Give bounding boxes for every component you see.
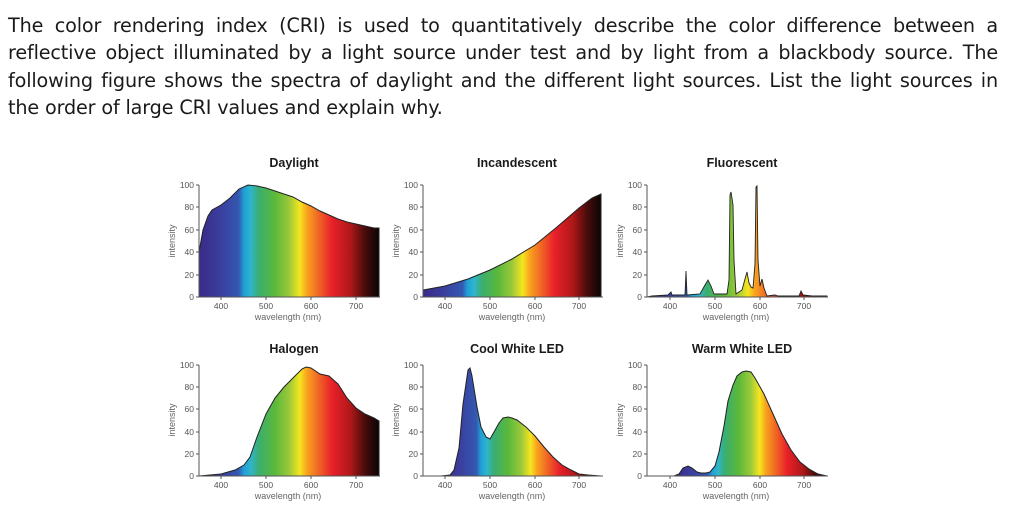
x-tick: 400 bbox=[214, 301, 228, 311]
x-tick: 500 bbox=[483, 301, 497, 311]
y-tick: 60 bbox=[633, 225, 643, 235]
spectrum-area bbox=[673, 370, 828, 477]
chart-incandescent: Incandescent 100 80 60 40 20 0 400 500 6… bbox=[391, 156, 603, 322]
y-tick: 60 bbox=[185, 404, 195, 414]
x-tick: 600 bbox=[304, 301, 318, 311]
x-tick: 500 bbox=[259, 480, 273, 490]
y-tick: 80 bbox=[409, 382, 419, 392]
question-text: The color rendering index (CRI) is used … bbox=[8, 14, 998, 120]
spectrum-area bbox=[440, 367, 602, 477]
spectrum-area bbox=[198, 366, 380, 477]
x-tick: 700 bbox=[349, 301, 363, 311]
x-tick: 600 bbox=[304, 480, 318, 490]
x-tick: 400 bbox=[663, 301, 677, 311]
y-axis-label: intensity bbox=[167, 224, 177, 258]
y-tick: 100 bbox=[628, 180, 642, 190]
x-tick: 500 bbox=[259, 301, 273, 311]
chart-halogen: Halogen 100 80 60 40 20 0 400 500 600 70… bbox=[167, 342, 380, 501]
y-tick: 80 bbox=[185, 382, 195, 392]
x-tick: 700 bbox=[797, 480, 811, 490]
y-tick: 80 bbox=[633, 382, 643, 392]
y-tick: 20 bbox=[185, 270, 195, 280]
y-tick: 20 bbox=[185, 449, 195, 459]
y-axis-label: intensity bbox=[391, 224, 401, 258]
chart-daylight: Daylight 100 80 60 40 20 0 400 500 600 7… bbox=[167, 156, 380, 322]
spectrum-area bbox=[646, 184, 828, 298]
x-tick: 700 bbox=[797, 301, 811, 311]
y-tick: 80 bbox=[185, 202, 195, 212]
x-tick: 700 bbox=[572, 301, 586, 311]
x-tick: 500 bbox=[708, 301, 722, 311]
chart-title: Fluorescent bbox=[707, 156, 779, 170]
y-tick: 40 bbox=[185, 427, 195, 437]
x-tick: 400 bbox=[663, 480, 677, 490]
y-tick: 40 bbox=[633, 247, 643, 257]
y-axis-label: intensity bbox=[167, 403, 177, 437]
spectrum-area bbox=[422, 193, 602, 298]
x-tick: 600 bbox=[528, 480, 542, 490]
x-tick: 600 bbox=[753, 301, 767, 311]
x-tick: 400 bbox=[438, 301, 452, 311]
y-tick: 40 bbox=[185, 247, 195, 257]
y-tick: 0 bbox=[413, 471, 418, 481]
chart-title: Halogen bbox=[269, 342, 318, 356]
x-tick: 600 bbox=[753, 480, 767, 490]
y-tick: 60 bbox=[409, 404, 419, 414]
y-tick: 20 bbox=[409, 449, 419, 459]
x-tick: 700 bbox=[572, 480, 586, 490]
x-axis-label: wavelength (nm) bbox=[254, 312, 322, 322]
y-tick: 80 bbox=[409, 202, 419, 212]
y-tick: 100 bbox=[404, 360, 418, 370]
chart-warm-white-led: Warm White LED 100 80 60 40 20 0 400 500… bbox=[615, 342, 828, 501]
x-axis-label: wavelength (nm) bbox=[702, 491, 770, 501]
y-tick: 60 bbox=[633, 404, 643, 414]
x-tick: 500 bbox=[708, 480, 722, 490]
x-tick: 400 bbox=[214, 480, 228, 490]
chart-title: Cool White LED bbox=[470, 342, 564, 356]
y-tick: 0 bbox=[413, 292, 418, 302]
x-axis-label: wavelength (nm) bbox=[702, 312, 770, 322]
y-tick: 0 bbox=[637, 292, 642, 302]
y-tick: 40 bbox=[409, 427, 419, 437]
y-tick: 20 bbox=[633, 270, 643, 280]
y-tick: 100 bbox=[180, 360, 194, 370]
y-tick: 20 bbox=[409, 270, 419, 280]
x-axis-label: wavelength (nm) bbox=[254, 491, 322, 501]
y-tick: 0 bbox=[189, 292, 194, 302]
x-tick: 400 bbox=[438, 480, 452, 490]
y-axis-label: intensity bbox=[615, 224, 625, 258]
x-tick: 600 bbox=[528, 301, 542, 311]
y-tick: 100 bbox=[628, 360, 642, 370]
chart-fluorescent: Fluorescent 100 80 60 40 20 0 400 500 60… bbox=[615, 156, 828, 322]
y-tick: 40 bbox=[409, 247, 419, 257]
x-tick: 500 bbox=[483, 480, 497, 490]
chart-cool-white-led: Cool White LED 100 80 60 40 20 0 400 500… bbox=[391, 342, 603, 501]
chart-title: Daylight bbox=[269, 156, 319, 170]
y-tick: 20 bbox=[633, 449, 643, 459]
x-tick: 700 bbox=[349, 480, 363, 490]
y-tick: 60 bbox=[409, 225, 419, 235]
y-axis-label: intensity bbox=[615, 403, 625, 437]
y-axis-label: intensity bbox=[391, 403, 401, 437]
y-tick: 100 bbox=[404, 180, 418, 190]
x-axis-label: wavelength (nm) bbox=[478, 312, 546, 322]
y-tick: 60 bbox=[185, 225, 195, 235]
y-tick: 40 bbox=[633, 427, 643, 437]
chart-title: Incandescent bbox=[477, 156, 558, 170]
y-tick: 80 bbox=[633, 202, 643, 212]
chart-title: Warm White LED bbox=[692, 342, 792, 356]
x-axis-label: wavelength (nm) bbox=[478, 491, 546, 501]
spectrum-area bbox=[198, 184, 380, 298]
y-tick: 0 bbox=[637, 471, 642, 481]
y-tick: 0 bbox=[189, 471, 194, 481]
y-tick: 100 bbox=[180, 180, 194, 190]
